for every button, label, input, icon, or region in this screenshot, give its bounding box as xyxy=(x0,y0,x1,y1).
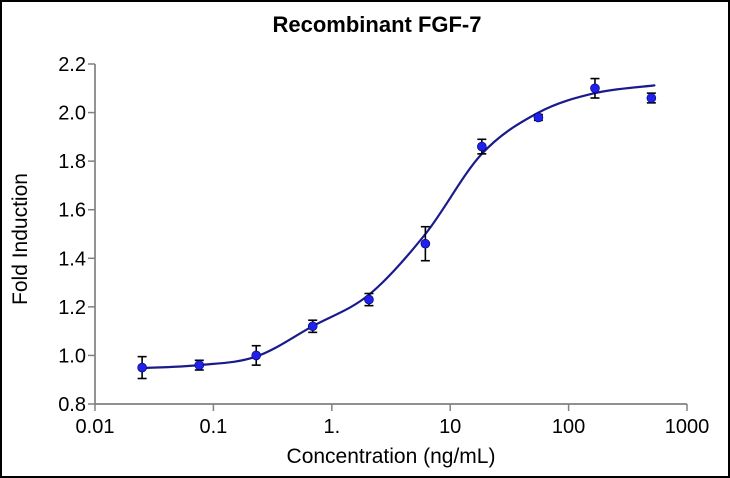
data-point xyxy=(194,360,205,370)
x-tick-label: 100 xyxy=(552,416,585,438)
data-point xyxy=(251,350,262,361)
data-point xyxy=(137,362,147,373)
x-tick-label: 1. xyxy=(323,416,340,438)
chart-title: Recombinant FGF-7 xyxy=(272,12,482,37)
y-tick-label: 1.4 xyxy=(58,248,86,270)
y-tick-label: 1.8 xyxy=(58,151,86,173)
data-point xyxy=(307,321,318,332)
x-tick-label: 0.1 xyxy=(199,416,227,438)
data-point xyxy=(590,83,600,94)
data-point xyxy=(646,93,657,103)
y-tick-label: 0.8 xyxy=(58,394,86,416)
y-tick-label: 1.0 xyxy=(58,345,86,367)
x-tick-label: 10 xyxy=(439,416,461,438)
y-tick-label: 2.2 xyxy=(58,54,86,76)
data-point xyxy=(364,294,374,305)
data-point xyxy=(477,141,487,152)
fit-curve xyxy=(141,84,656,370)
y-tick-label: 1.2 xyxy=(58,297,86,319)
data-point xyxy=(420,238,431,249)
x-tick-label: 0.01 xyxy=(76,416,115,438)
x-tick-label: 1000 xyxy=(665,416,710,438)
x-axis-label: Concentration (ng/mL) xyxy=(286,445,496,468)
y-tick-label: 1.6 xyxy=(58,200,86,222)
data-point xyxy=(533,112,544,123)
y-tick-label: 2.0 xyxy=(58,103,86,125)
